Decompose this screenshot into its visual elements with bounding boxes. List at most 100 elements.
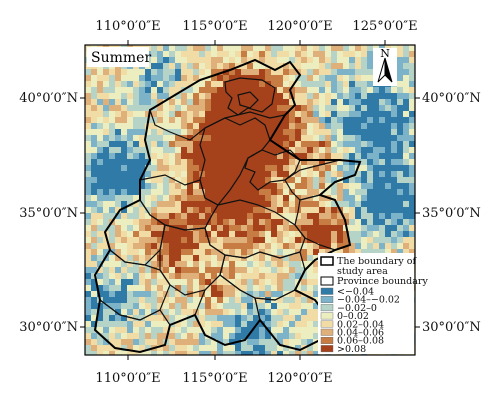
raster-cell <box>259 351 266 355</box>
raster-cell <box>163 255 170 262</box>
raster-cell <box>91 195 98 202</box>
raster-cell <box>133 291 140 298</box>
raster-cell <box>253 297 260 304</box>
raster-cell <box>337 93 344 100</box>
raster-cell <box>193 327 200 334</box>
raster-cell <box>373 207 380 214</box>
raster-cell <box>139 273 146 280</box>
raster-cell <box>343 111 350 118</box>
raster-cell <box>91 339 98 346</box>
raster-cell <box>265 315 272 322</box>
raster-cell <box>163 195 170 202</box>
raster-cell <box>271 273 278 280</box>
raster-cell <box>349 213 356 220</box>
raster-cell <box>97 315 104 322</box>
raster-cell <box>97 81 104 88</box>
raster-cell <box>259 159 266 166</box>
raster-cell <box>235 183 242 190</box>
raster-cell <box>301 153 308 160</box>
raster-cell <box>187 315 194 322</box>
raster-cell <box>109 207 116 214</box>
left-tick-label-35N: 35°0′0″N <box>19 206 78 221</box>
raster-cell <box>181 285 188 292</box>
raster-cell <box>169 123 176 130</box>
raster-cell <box>163 249 170 256</box>
raster-cell <box>253 105 260 112</box>
raster-cell <box>253 177 260 184</box>
raster-cell <box>247 315 254 322</box>
raster-cell <box>121 351 128 355</box>
raster-cell <box>175 87 182 94</box>
raster-cell <box>85 75 92 82</box>
raster-cell <box>325 225 332 232</box>
raster-cell <box>205 351 212 355</box>
raster-cell <box>355 243 362 250</box>
raster-cell <box>241 81 248 88</box>
raster-cell <box>217 285 224 292</box>
raster-cell <box>103 87 110 94</box>
raster-cell <box>283 123 290 130</box>
raster-cell <box>367 207 374 214</box>
raster-cell <box>409 231 415 238</box>
raster-cell <box>103 117 110 124</box>
raster-cell <box>331 171 338 178</box>
raster-cell <box>349 123 356 130</box>
raster-cell <box>157 273 164 280</box>
raster-cell <box>313 291 320 298</box>
raster-cell <box>121 177 128 184</box>
raster-cell <box>217 315 224 322</box>
raster-cell <box>265 333 272 340</box>
raster-cell <box>271 279 278 286</box>
raster-cell <box>301 51 308 58</box>
raster-cell <box>235 249 242 256</box>
raster-cell <box>397 147 404 154</box>
raster-cell <box>217 129 224 136</box>
raster-cell <box>151 291 158 298</box>
raster-cell <box>127 249 134 256</box>
raster-cell <box>265 267 272 274</box>
legend-class-label: −0.04–−0.02 <box>337 295 400 306</box>
raster-cell <box>229 279 236 286</box>
raster-cell <box>307 291 314 298</box>
raster-cell <box>121 111 128 118</box>
raster-cell <box>103 279 110 286</box>
raster-cell <box>133 285 140 292</box>
raster-cell <box>229 171 236 178</box>
raster-cell <box>271 303 278 310</box>
raster-cell <box>151 177 158 184</box>
raster-cell <box>121 291 128 298</box>
raster-cell <box>121 225 128 232</box>
raster-cell <box>211 57 218 64</box>
raster-cell <box>247 81 254 88</box>
raster-cell <box>397 51 404 58</box>
raster-cell <box>205 177 212 184</box>
raster-cell <box>91 105 98 112</box>
raster-cell <box>187 99 194 106</box>
raster-cell <box>151 57 158 64</box>
raster-cell <box>109 327 116 334</box>
raster-cell <box>355 69 362 76</box>
raster-cell <box>139 255 146 262</box>
raster-cell <box>121 237 128 244</box>
raster-cell <box>397 123 404 130</box>
raster-cell <box>283 333 290 340</box>
raster-cell <box>247 135 254 142</box>
raster-cell <box>253 213 260 220</box>
raster-cell <box>295 327 302 334</box>
raster-cell <box>223 99 230 106</box>
raster-cell <box>157 123 164 130</box>
raster-cell <box>235 171 242 178</box>
raster-cell <box>301 201 308 208</box>
raster-cell <box>313 273 320 280</box>
raster-cell <box>229 219 236 226</box>
raster-cell <box>187 171 194 178</box>
raster-cell <box>91 285 98 292</box>
raster-cell <box>307 183 314 190</box>
raster-cell <box>151 99 158 106</box>
raster-cell <box>115 267 122 274</box>
raster-cell <box>217 309 224 316</box>
raster-cell <box>271 117 278 124</box>
raster-cell <box>217 345 224 352</box>
bottom-tick-label-110E: 110°0′0″E <box>95 371 160 386</box>
raster-cell <box>217 141 224 148</box>
